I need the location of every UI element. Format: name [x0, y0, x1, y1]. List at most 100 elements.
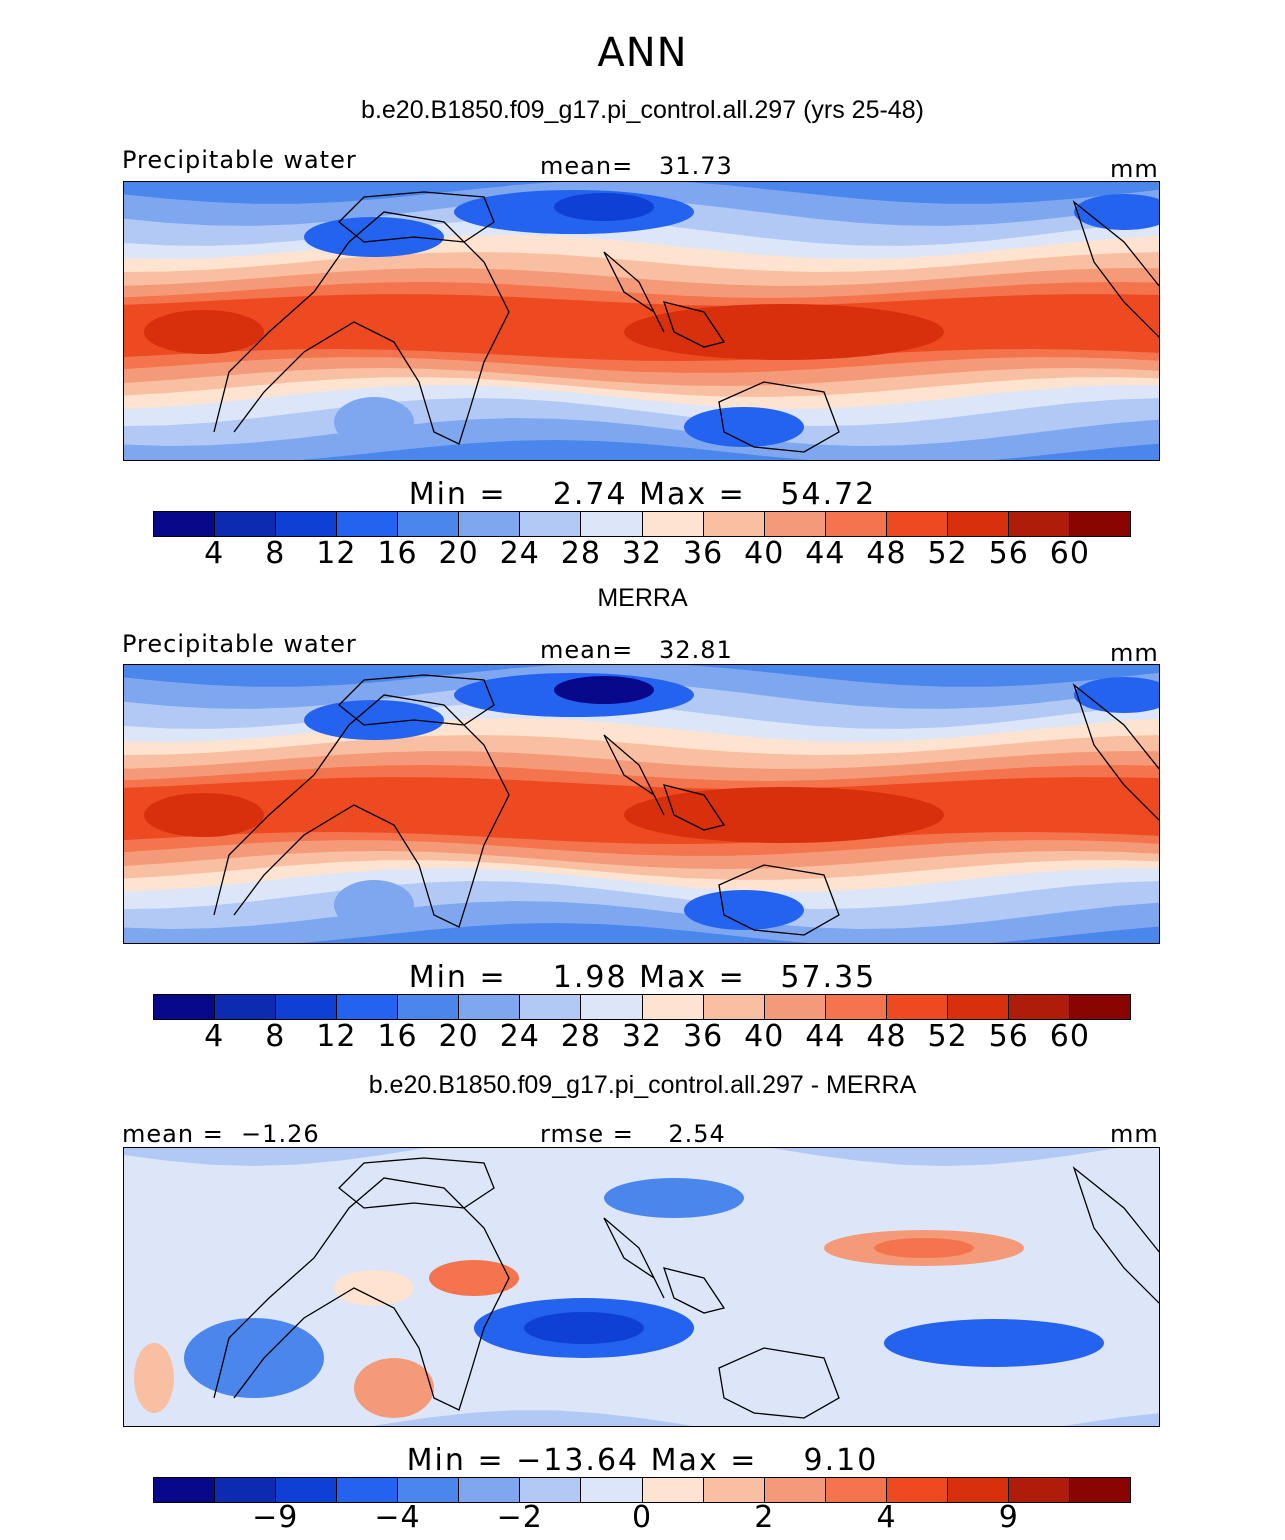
- colorbar-swatch: [947, 512, 1009, 536]
- colorbar-tick-label: 20: [438, 536, 479, 571]
- panel-1-map: [123, 181, 1160, 461]
- coastline: [718, 864, 840, 936]
- colorbar-swatch: [459, 995, 521, 1019]
- colorbar-tick-label: 12: [316, 1019, 357, 1054]
- coastline: [603, 251, 665, 333]
- colorbar-swatch: [398, 512, 460, 536]
- coastline: [718, 1347, 840, 1419]
- colorbar-swatch: [276, 995, 338, 1019]
- panel-1-colorbar: [153, 511, 1131, 537]
- contour-region: [524, 1312, 644, 1344]
- colorbar-swatch: [337, 512, 399, 536]
- colorbar-swatch: [1008, 512, 1070, 536]
- contour-region: [334, 397, 414, 447]
- colorbar-tick-label: 20: [438, 1019, 479, 1054]
- contour-region: [334, 1270, 414, 1306]
- colorbar-tick-label: 4: [204, 1019, 225, 1054]
- coastline: [1072, 200, 1159, 338]
- panel-1-map-field: [124, 182, 1159, 460]
- panel-2-mean-label: mean= 32.81: [540, 636, 733, 664]
- colorbar-tick-label: 24: [499, 1019, 540, 1054]
- panel-3-minmax: Min = −13.64 Max = 9.10: [406, 1443, 879, 1478]
- colorbar-tick-label: 32: [621, 1019, 663, 1054]
- panel-2-variable-label: Precipitable water: [122, 630, 357, 658]
- colorbar-tick-label: 52: [927, 536, 968, 571]
- colorbar-tick-label: 56: [988, 1019, 1029, 1054]
- panel-3-colorbar-ticks: −9 −4 −2 0 2 4 9: [0, 1500, 1285, 1540]
- colorbar-swatch: [764, 995, 826, 1019]
- colorbar-tick-label: 28: [560, 536, 601, 571]
- panel-1-variable-label: Precipitable water: [122, 146, 357, 174]
- colorbar-swatch: [154, 512, 216, 536]
- colorbar-tick-label: 36: [683, 1019, 724, 1054]
- coastline: [338, 191, 495, 243]
- colorbar-swatch: [703, 995, 765, 1019]
- contour-region: [184, 1318, 324, 1398]
- colorbar-tick-label: 56: [988, 536, 1029, 571]
- colorbar-tick-label: 8: [265, 1019, 286, 1054]
- colorbar-swatch: [703, 512, 765, 536]
- contour-band: [124, 1148, 1159, 1426]
- colorbar-swatch: [825, 1478, 887, 1502]
- colorbar-swatch: [1069, 1478, 1130, 1502]
- contour-region: [874, 1238, 974, 1258]
- contour-region: [1074, 677, 1159, 713]
- colorbar-swatch: [337, 995, 399, 1019]
- coastline: [663, 784, 726, 831]
- contour-region: [624, 304, 944, 360]
- colorbar-swatch: [1008, 1478, 1070, 1502]
- colorbar-swatch: [764, 1478, 826, 1502]
- coastline: [603, 734, 665, 816]
- colorbar-swatch: [154, 1478, 216, 1502]
- colorbar-swatch: [886, 512, 948, 536]
- colorbar-swatch: [947, 1478, 1009, 1502]
- colorbar-tick-label: 16: [377, 1019, 418, 1054]
- panel-3-rmse-label: rmse = 2.54: [540, 1120, 726, 1148]
- colorbar-tick-label: 48: [866, 1019, 907, 1054]
- colorbar-swatch: [154, 995, 216, 1019]
- coastline: [1072, 683, 1159, 821]
- colorbar-swatch: [1008, 995, 1070, 1019]
- colorbar-swatch: [398, 995, 460, 1019]
- colorbar-swatch: [642, 512, 704, 536]
- colorbar-tick-label: 40: [744, 536, 785, 571]
- colorbar-tick-label: 28: [560, 1019, 601, 1054]
- panel-2-colorbar: [153, 994, 1131, 1020]
- colorbar-swatch: [581, 995, 643, 1019]
- colorbar-swatch: [764, 512, 826, 536]
- colorbar-swatch: [642, 1478, 704, 1502]
- colorbar-tick-label: 4: [204, 536, 225, 571]
- panel-1-mean-label: mean= 31.73: [540, 152, 733, 180]
- colorbar-tick-label: −4: [374, 1500, 421, 1535]
- coastline: [213, 1177, 510, 1411]
- contour-region: [429, 1260, 519, 1296]
- coastline: [1072, 1166, 1159, 1304]
- colorbar-tick-label: 60: [1049, 536, 1090, 571]
- panel-3-mean-label: mean = −1.26: [122, 1120, 320, 1148]
- colorbar-swatch: [215, 995, 277, 1019]
- coastline: [718, 381, 840, 453]
- colorbar-swatch: [886, 1478, 948, 1502]
- coastline: [338, 1157, 495, 1209]
- contour-region: [554, 193, 654, 221]
- colorbar-tick-label: 36: [683, 536, 724, 571]
- panel-2-units-label: mm: [1110, 639, 1159, 667]
- panel-1-title: b.e20.B1850.f09_g17.pi_control.all.297 (…: [361, 96, 924, 124]
- colorbar-tick-label: 9: [998, 1500, 1019, 1535]
- panel-1-units-label: mm: [1110, 155, 1159, 183]
- colorbar-tick-label: 16: [377, 536, 418, 571]
- colorbar-swatch: [886, 995, 948, 1019]
- colorbar-swatch: [1069, 512, 1130, 536]
- contour-region: [684, 890, 804, 930]
- panel-3-title: b.e20.B1850.f09_g17.pi_control.all.297 -…: [368, 1071, 917, 1099]
- colorbar-tick-label: 2: [754, 1500, 775, 1535]
- contour-region: [144, 793, 264, 837]
- colorbar-tick-label: 4: [876, 1500, 897, 1535]
- colorbar-tick-label: 60: [1049, 1019, 1090, 1054]
- colorbar-swatch: [520, 1478, 582, 1502]
- colorbar-tick-label: 48: [866, 536, 907, 571]
- panel-2-minmax: Min = 1.98 Max = 57.35: [408, 960, 877, 995]
- coastline: [603, 1217, 665, 1299]
- coastline: [338, 674, 495, 726]
- colorbar-swatch: [215, 1478, 277, 1502]
